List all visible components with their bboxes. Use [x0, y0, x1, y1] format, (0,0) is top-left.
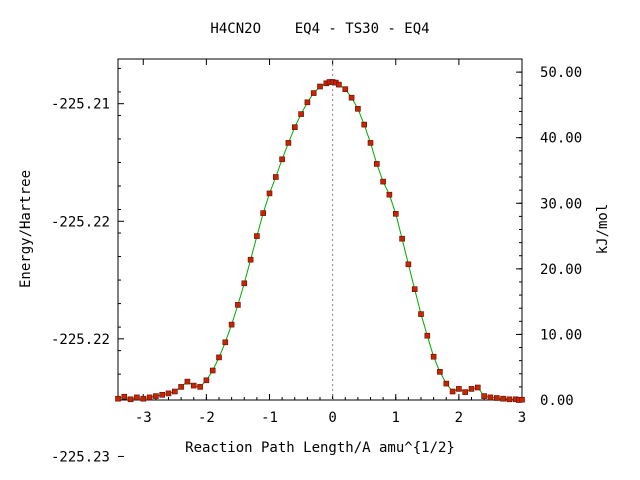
- data-point: [304, 99, 311, 106]
- y2-axis-label: kJ/mol: [595, 204, 611, 255]
- data-point: [134, 394, 140, 401]
- x-axis: -3 -2 -1 0 1 2 3: [117, 59, 526, 426]
- data-point: [405, 261, 412, 268]
- data-point: [203, 377, 210, 384]
- data-point: [266, 190, 273, 197]
- data-point: [121, 393, 128, 400]
- data-point: [228, 321, 235, 328]
- data-point: [165, 390, 172, 397]
- y-axis-label: Energy/Hartree: [18, 170, 34, 288]
- data-point: [222, 339, 229, 346]
- data-point: [430, 353, 437, 360]
- x-tick-label: 0: [328, 410, 336, 426]
- data-point: [474, 384, 481, 391]
- data-point: [361, 121, 368, 128]
- x-tick-label: 2: [455, 410, 463, 426]
- data-point: [115, 395, 121, 402]
- y-tick-label: -225.21: [51, 97, 110, 113]
- y-tick-label: -225.23: [51, 449, 110, 465]
- data-point: [254, 233, 260, 239]
- x-tick-label: -2: [198, 410, 215, 426]
- data-point: [279, 156, 285, 163]
- data-point: [172, 388, 178, 395]
- data-point: [462, 389, 469, 395]
- data-point: [506, 396, 513, 403]
- data-point: [336, 81, 342, 88]
- y2-tick-label: 20.00: [540, 262, 582, 278]
- data-point: [247, 256, 254, 263]
- data-point: [140, 395, 147, 402]
- data-point: [392, 211, 399, 217]
- data-point: [399, 235, 405, 242]
- x-tick-label: 3: [518, 410, 526, 426]
- data-point: [443, 380, 450, 387]
- x-axis-label: Reaction Path Length/A amu^{1/2}: [185, 440, 455, 456]
- data-point: [500, 395, 506, 402]
- data-point: [355, 106, 361, 112]
- chart-title: H4CN2O EQ4 - TS30 - EQ4: [210, 21, 429, 37]
- data-point: [519, 396, 525, 403]
- data-point: [348, 94, 355, 101]
- data-point: [481, 393, 487, 399]
- data-point: [184, 378, 191, 385]
- y2-tick-label: 30.00: [540, 196, 582, 212]
- data-point: [342, 86, 349, 92]
- data-point: [437, 368, 443, 375]
- data-point: [386, 191, 393, 198]
- data-point: [178, 384, 184, 390]
- data-point: [449, 388, 456, 395]
- data-point: [291, 124, 298, 130]
- y-axis-left: -225.21 -225.22 -225.22 -225.23: [51, 67, 124, 465]
- data-point: [153, 393, 159, 399]
- data-point: [317, 83, 323, 90]
- data-point: [159, 391, 165, 398]
- data-point: [285, 140, 292, 146]
- data-point: [190, 382, 197, 389]
- data-point: [298, 111, 304, 117]
- data-point: [235, 302, 241, 308]
- y2-tick-label: 40.00: [540, 131, 582, 147]
- data-point: [260, 210, 267, 216]
- data-point: [487, 394, 494, 401]
- data-point: [216, 354, 222, 361]
- data-markers: [115, 79, 525, 403]
- data-point: [418, 311, 424, 317]
- data-point: [310, 90, 317, 96]
- data-point: [127, 396, 134, 403]
- plot-frame: [117, 58, 523, 401]
- x-tick-label: -1: [261, 410, 278, 426]
- data-point: [380, 178, 386, 185]
- data-point: [197, 384, 203, 390]
- data-point: [411, 286, 418, 293]
- y-tick-label: -225.22: [51, 332, 110, 348]
- y2-tick-label: 10.00: [540, 327, 582, 343]
- y2-tick-label: 50.00: [540, 65, 582, 81]
- data-point: [456, 386, 462, 392]
- data-point: [424, 332, 431, 339]
- data-point: [493, 395, 500, 401]
- x-tick-label: 1: [392, 410, 400, 426]
- series-line: [117, 81, 523, 401]
- y2-tick-label: 0.00: [540, 393, 574, 409]
- y-axis-right: 0.00 10.00 20.00 30.00 40.00 50.00: [516, 65, 582, 409]
- data-point: [373, 161, 380, 167]
- data-point: [272, 174, 279, 180]
- data-point: [468, 386, 475, 392]
- x-tick-label: -3: [135, 410, 152, 426]
- data-point: [241, 280, 248, 287]
- data-point: [209, 367, 216, 374]
- data-point: [146, 394, 153, 401]
- data-point: [367, 140, 374, 146]
- y-tick-label: -225.22: [51, 214, 110, 230]
